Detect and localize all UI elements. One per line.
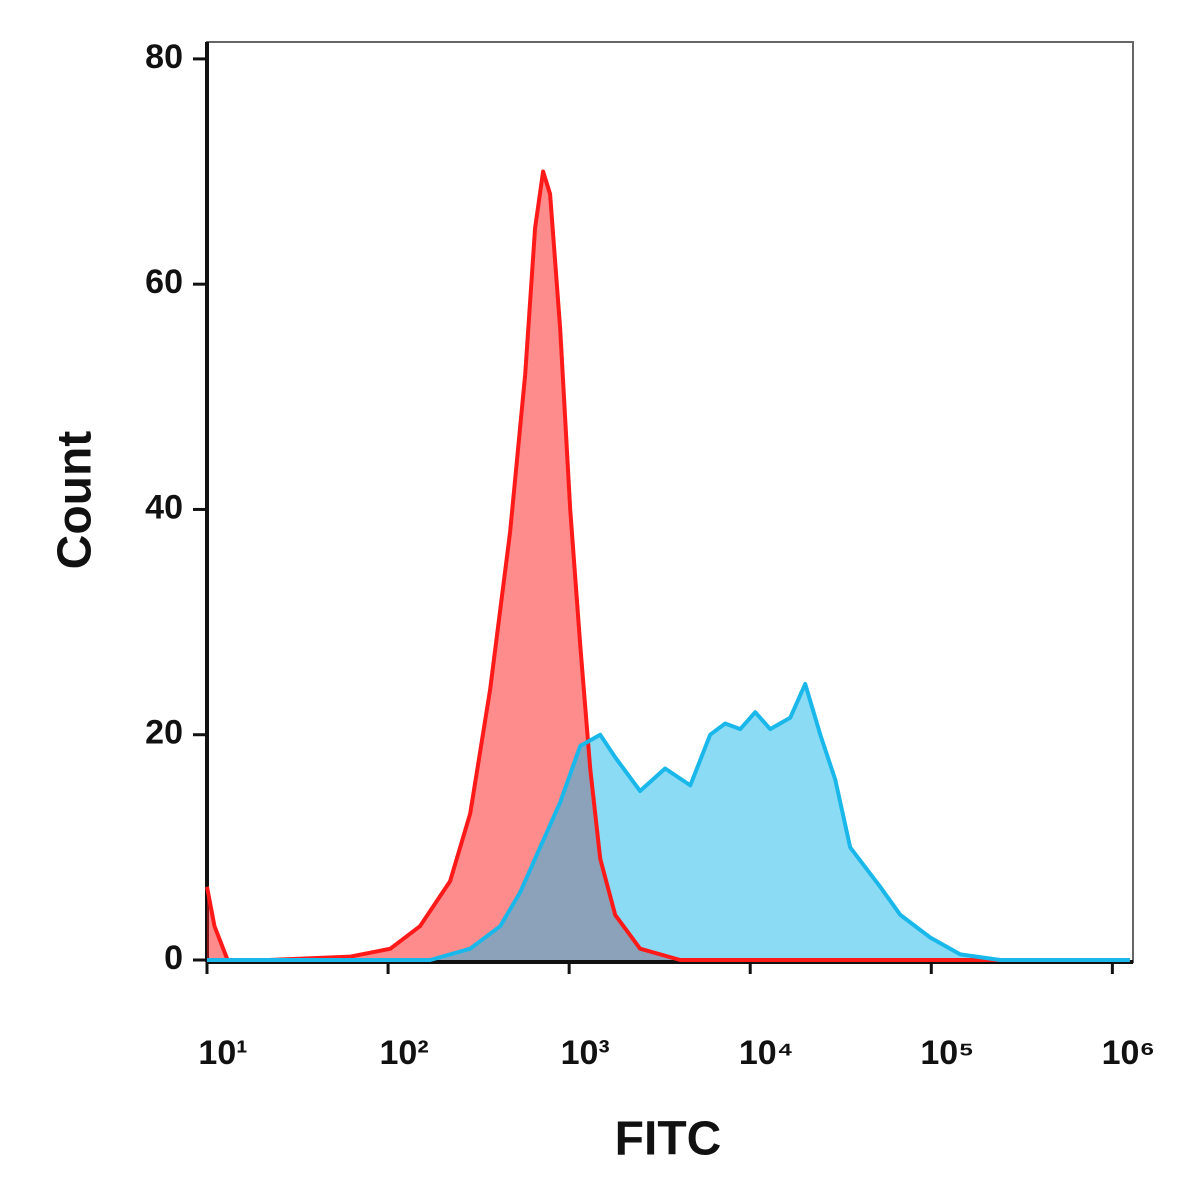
x-tick-label: 10⁵ [920,1034,974,1072]
x-tick-label: 10⁴ [739,1034,794,1072]
y-tick-label: 0 [164,939,183,977]
y-tick-label: 40 [145,488,183,526]
x-tick-label: 10⁶ [1102,1034,1155,1072]
y-axis-title: Count [49,431,102,570]
line [207,682,1130,962]
x-axis-title: FITC [615,1113,722,1166]
y-tick-label: 80 [145,38,183,76]
area [207,684,1130,960]
y-tick-label: 20 [145,714,183,752]
y-tick-label: 60 [145,263,183,301]
x-tick-label: 10³ [561,1034,610,1072]
x-tick-label: 10² [380,1034,429,1072]
x-tick-label: 10¹ [198,1034,247,1072]
line [205,169,1130,962]
